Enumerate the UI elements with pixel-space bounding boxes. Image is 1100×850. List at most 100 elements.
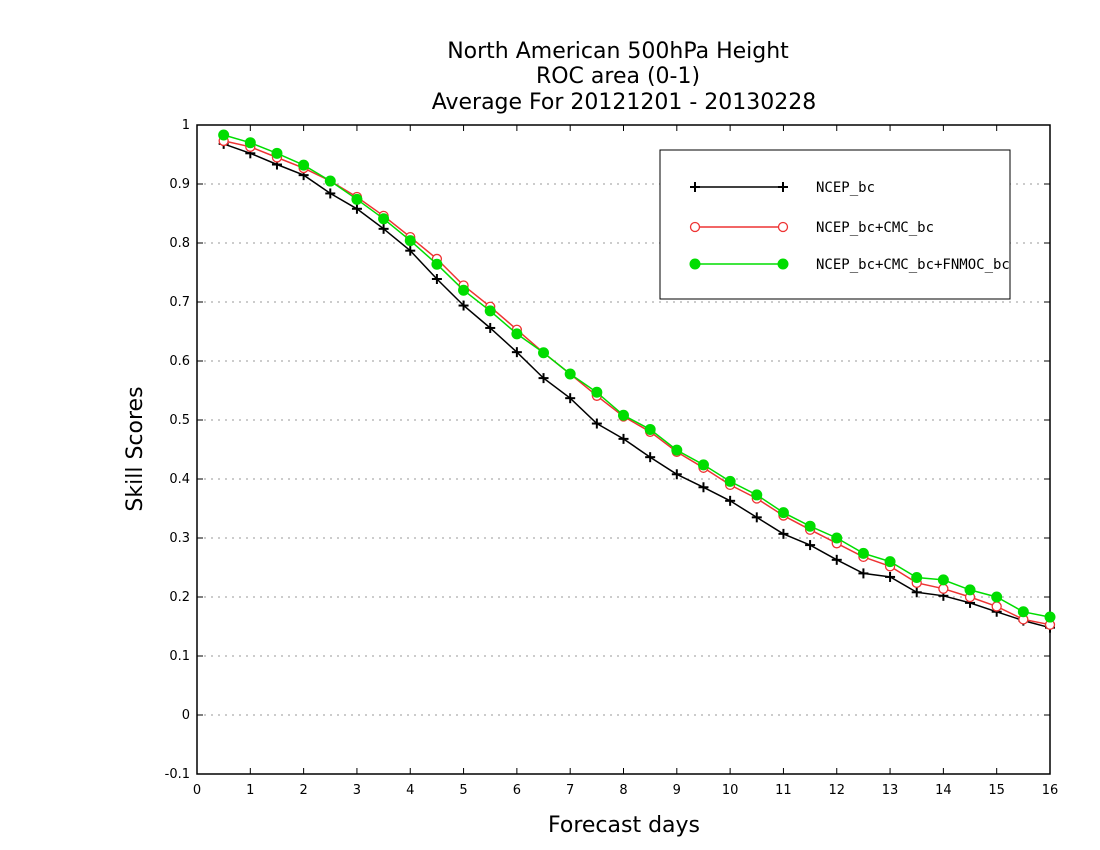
- series-1-point: [858, 568, 869, 579]
- legend-label: NCEP_bc: [816, 180, 875, 196]
- series-3-point: [431, 258, 443, 270]
- series-1-point: [565, 393, 576, 404]
- series-3-point: [244, 137, 256, 149]
- x-tick-label: 1: [246, 783, 254, 798]
- legend-label: NCEP_bc+CMC_bc+FNMOC_bc: [816, 257, 1010, 273]
- chart-title-line-3: Average For 20121201 - 20130228: [432, 90, 817, 115]
- y-axis-ticks: -0.1 0 0.1 0.2 0.3 0.4 0.5 0.6 0.7 0.8 0.9 1: [165, 118, 1050, 782]
- series-3-point: [324, 175, 336, 187]
- series-1-point: [458, 300, 469, 311]
- chart-title-line-2: ROC area (0-1): [536, 64, 700, 89]
- series-1-point: [911, 587, 922, 598]
- series-1-point: [751, 512, 762, 523]
- legend-marker-left: [689, 221, 701, 233]
- series-layer: [218, 129, 1056, 633]
- series-2-point: [991, 601, 1002, 612]
- chart-title-line-1: North American 500hPa Height: [447, 39, 789, 64]
- y-tick-label: 0: [182, 708, 190, 723]
- x-tick-label: 8: [619, 783, 627, 798]
- x-tick-label: 16: [1042, 783, 1059, 798]
- series-3-point: [378, 213, 390, 225]
- x-tick-label: 11: [775, 783, 792, 798]
- series-3-point: [484, 305, 496, 317]
- series-1-point: [645, 452, 656, 463]
- legend-marker-right: [777, 221, 789, 233]
- x-tick-label: 10: [722, 783, 739, 798]
- x-tick-label: 3: [353, 783, 361, 798]
- x-tick-label: 12: [828, 783, 845, 798]
- legend-entry-3: NCEP_bc+CMC_bc+FNMOC_bc: [689, 257, 1010, 273]
- series-1-point: [378, 223, 389, 234]
- series-3-point: [458, 284, 470, 296]
- legend-marker-left: [690, 182, 700, 192]
- series-3-point: [218, 129, 230, 141]
- series-3-point: [1017, 606, 1029, 618]
- series-1-point: [405, 245, 416, 256]
- series-1-point: [778, 528, 789, 539]
- series-1-point: [591, 418, 602, 429]
- series-1-point: [725, 495, 736, 506]
- legend: NCEP_bc NCEP_bc+CMC_bc NCEP_bc+CMC_bc+FNMO…: [659, 149, 1011, 300]
- series-3-point: [644, 423, 656, 435]
- legend-marker-right: [778, 182, 788, 192]
- y-tick-label: 0.7: [169, 295, 190, 310]
- y-tick-label: 0.9: [169, 177, 190, 192]
- y-tick-label: 0.8: [169, 236, 190, 251]
- series-1-point: [618, 433, 629, 444]
- y-tick-label: 0.4: [169, 472, 190, 487]
- series-1-point: [351, 203, 362, 214]
- series-3-point: [618, 409, 629, 421]
- legend-label: NCEP_bc+CMC_bc: [816, 220, 934, 236]
- series-3-point: [937, 574, 949, 586]
- legend-marker-right: [777, 258, 789, 270]
- series-1-point: [325, 188, 336, 199]
- series-3-point: [351, 193, 363, 205]
- series-3-point: [911, 572, 923, 584]
- series-3-point: [777, 507, 789, 519]
- x-tick-label: 4: [406, 783, 414, 798]
- series-3-point: [271, 147, 283, 159]
- series-1-point: [885, 571, 896, 582]
- legend-marker-left: [689, 258, 701, 270]
- x-axis-ticks: 0 1 2 3 4 5 6 7 8 9 10 11 12 13 14 15 16: [193, 125, 1058, 798]
- series-3-point: [751, 489, 763, 501]
- x-tick-label: 5: [459, 783, 467, 798]
- y-tick-label: -0.1: [165, 767, 190, 782]
- x-tick-label: 0: [193, 783, 201, 798]
- series-3-point: [804, 520, 816, 532]
- series-3-point: [538, 347, 550, 359]
- series-3: [218, 129, 1056, 623]
- series-3-point: [298, 159, 310, 171]
- series-3-point: [991, 591, 1003, 603]
- legend-entry-1: NCEP_bc: [690, 180, 875, 196]
- chart-title: North American 500hPa Height ROC area (0…: [432, 39, 817, 115]
- x-tick-label: 2: [299, 783, 307, 798]
- series-3-point: [964, 584, 976, 596]
- x-tick-label: 9: [673, 783, 681, 798]
- y-axis-label: Skill Scores: [123, 386, 148, 511]
- series-3-point: [511, 328, 523, 340]
- x-tick-label: 14: [935, 783, 952, 798]
- x-tick-label: 15: [988, 783, 1005, 798]
- series-line-1: [223, 143, 1051, 629]
- series-1-point: [805, 540, 816, 551]
- series-3-point: [884, 556, 896, 568]
- y-tick-label: 1: [182, 118, 190, 133]
- legend-entry-2: NCEP_bc+CMC_bc: [689, 220, 934, 236]
- series-3-point: [1044, 611, 1056, 623]
- y-tick-label: 0.1: [169, 649, 190, 664]
- x-tick-label: 6: [513, 783, 521, 798]
- series-1: [218, 138, 1055, 633]
- y-tick-label: 0.6: [169, 354, 190, 369]
- series-1-point: [485, 322, 496, 333]
- series-3-point: [724, 475, 736, 487]
- series-3-point: [404, 235, 416, 247]
- series-1-point: [698, 482, 709, 493]
- series-3-point: [671, 444, 683, 456]
- x-tick-label: 13: [882, 783, 899, 798]
- y-tick-label: 0.2: [169, 590, 190, 605]
- series-2-point: [938, 583, 949, 594]
- series-1-point: [831, 554, 842, 565]
- x-axis-label: Forecast days: [548, 813, 700, 838]
